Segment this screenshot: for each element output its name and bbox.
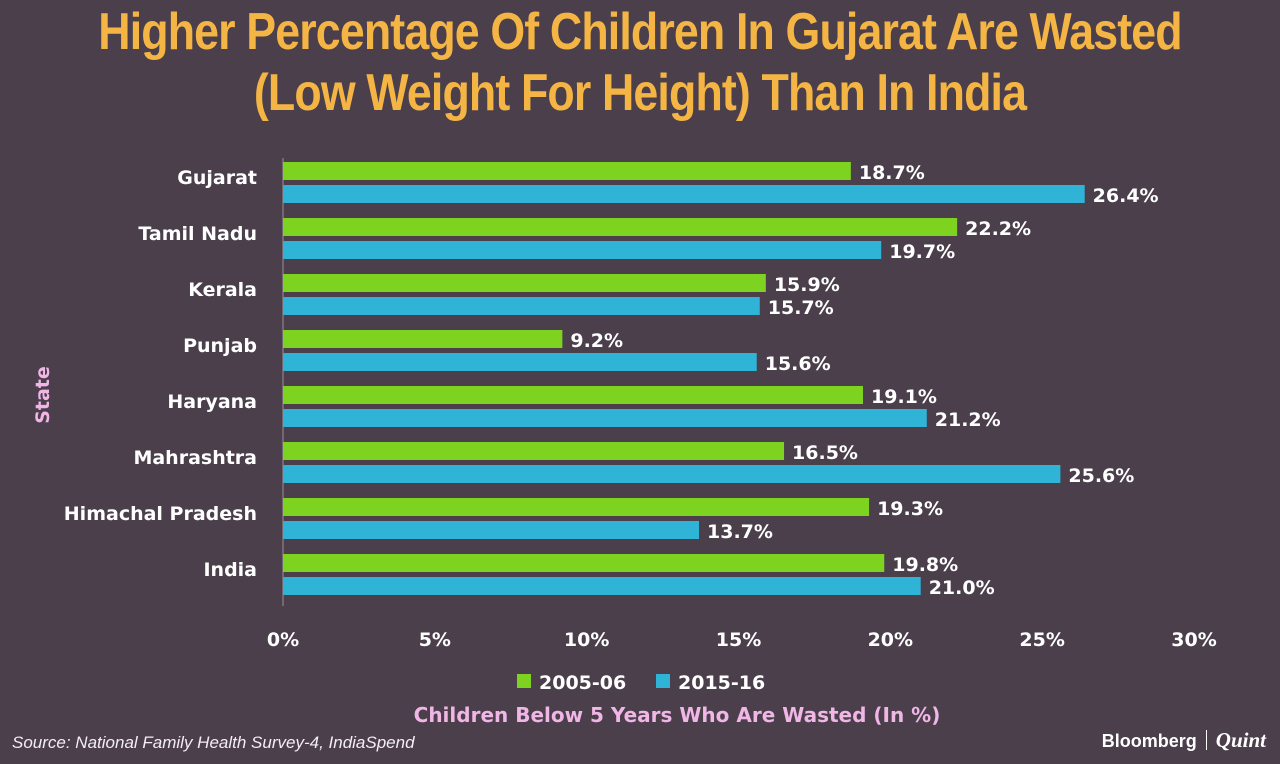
bar-2005-06 [283, 330, 563, 348]
y-axis-title: State [32, 366, 54, 424]
data-label: 15.9% [774, 274, 840, 296]
legend-swatch [517, 674, 531, 688]
x-tick-label: 10% [564, 629, 609, 651]
bar-2005-06 [283, 498, 870, 516]
data-label: 19.7% [889, 241, 955, 263]
brand-bloomberg: Bloomberg [1101, 731, 1197, 751]
bar-2015-16 [283, 241, 882, 259]
data-label: 9.2% [570, 330, 623, 352]
source-note: Source: National Family Health Survey-4,… [12, 733, 415, 752]
y-tick-label: Himachal Pradesh [64, 503, 257, 525]
bar-2005-06 [283, 442, 785, 460]
y-tick-label: India [203, 559, 257, 581]
data-label: 18.7% [859, 162, 925, 184]
brand-logo: Bloomberg Quint [1102, 728, 1266, 753]
data-label: 22.2% [965, 218, 1031, 240]
data-label: 15.7% [768, 297, 834, 319]
data-label: 19.3% [877, 498, 943, 520]
legend-label: 2005-06 [539, 672, 626, 694]
y-tick-label: Mahrashtra [133, 447, 257, 469]
x-axis-title: Children Below 5 Years Who Are Wasted (I… [414, 703, 941, 727]
bar-2015-16 [283, 353, 757, 371]
bar-2015-16 [283, 521, 700, 539]
y-tick-label: Haryana [167, 391, 257, 413]
data-label: 15.6% [765, 353, 831, 375]
chart-title-line-2: (Low Weight For Height) Than In India [253, 64, 1027, 122]
data-label: 21.0% [929, 577, 995, 599]
data-label: 19.1% [871, 386, 937, 408]
legend-swatch [656, 674, 670, 688]
bar-2005-06 [283, 386, 864, 404]
data-label: 25.6% [1068, 465, 1134, 487]
data-label: 26.4% [1093, 185, 1159, 207]
bar-2015-16 [283, 409, 927, 427]
bar-2015-16 [283, 185, 1085, 203]
x-tick-label: 20% [868, 629, 913, 651]
x-tick-label: 15% [716, 629, 761, 651]
bar-2005-06 [283, 554, 885, 572]
legend-label: 2015-16 [678, 672, 765, 694]
y-tick-label: Kerala [188, 279, 257, 301]
data-label: 19.8% [892, 554, 958, 576]
x-tick-label: 30% [1171, 629, 1216, 651]
y-tick-label: Tamil Nadu [138, 223, 257, 245]
bar-2005-06 [283, 218, 958, 236]
x-tick-label: 5% [419, 629, 451, 651]
brand-divider [1205, 730, 1207, 750]
x-tick-label: 0% [267, 629, 299, 651]
brand-quint: Quint [1215, 728, 1266, 752]
chart-title: Higher Percentage Of Children In Gujarat… [90, 2, 1191, 124]
y-tick-label: Gujarat [177, 167, 257, 189]
bar-2015-16 [283, 465, 1061, 483]
bar-2015-16 [283, 577, 921, 595]
x-tick-label: 25% [1019, 629, 1064, 651]
y-tick-label: Punjab [183, 335, 257, 357]
data-label: 16.5% [792, 442, 858, 464]
bar-2005-06 [283, 274, 766, 292]
bar-2005-06 [283, 162, 851, 180]
chart-title-line-1: Higher Percentage Of Children In Gujarat… [98, 3, 1182, 61]
data-label: 21.2% [935, 409, 1001, 431]
bar-2015-16 [283, 297, 760, 315]
data-label: 13.7% [707, 521, 773, 543]
